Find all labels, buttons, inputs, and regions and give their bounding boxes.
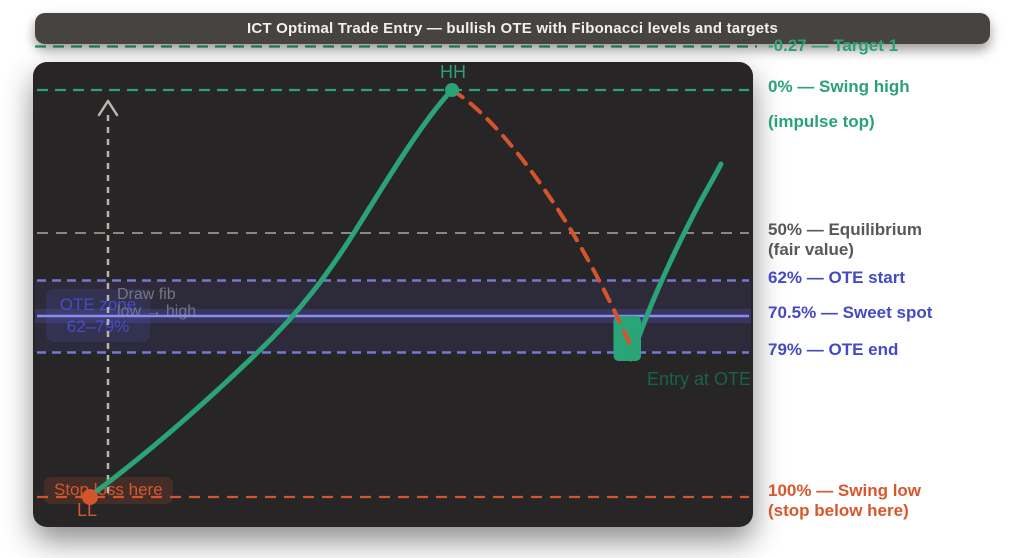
level-label-target1: -0.27 — Target 1 — [768, 36, 899, 55]
level-label-swing-low: 100% — Swing low — [768, 481, 922, 500]
level-sublabel-equilibrium: (fair value) — [768, 240, 854, 259]
title-bar: ICT Optimal Trade Entry — bullish OTE wi… — [35, 13, 990, 44]
draw-fib-hint: Draw fib low → high — [117, 286, 196, 320]
stop-loss-label: Stop loss here — [54, 480, 163, 499]
level-label-ote-start: 62% — OTE start — [768, 268, 905, 287]
draw-fib-hint-line2: low → high — [117, 303, 197, 320]
swing-low-ll-label: LL — [77, 500, 98, 520]
level-label-sweet-spot: 70.5% — Sweet spot — [768, 303, 933, 322]
swing-high-hh-label: HH — [440, 62, 466, 82]
level-label-equilibrium: 50% — Equilibrium — [768, 220, 922, 239]
level-sublabel-swing-low: (stop below here) — [768, 501, 909, 520]
level-label-ote-end: 79% — OTE end — [768, 340, 899, 359]
page-title: ICT Optimal Trade Entry — bullish OTE wi… — [247, 20, 778, 37]
draw-fib-hint-line1: Draw fib — [117, 286, 176, 303]
level-label-swing-high: 0% — Swing high — [768, 77, 910, 96]
level-sublabel-swing-high: (impulse top) — [768, 112, 875, 131]
stop-loss-badge: Stop loss here — [44, 477, 173, 504]
entry-at-ote-label: Entry at OTE — [647, 369, 752, 389]
